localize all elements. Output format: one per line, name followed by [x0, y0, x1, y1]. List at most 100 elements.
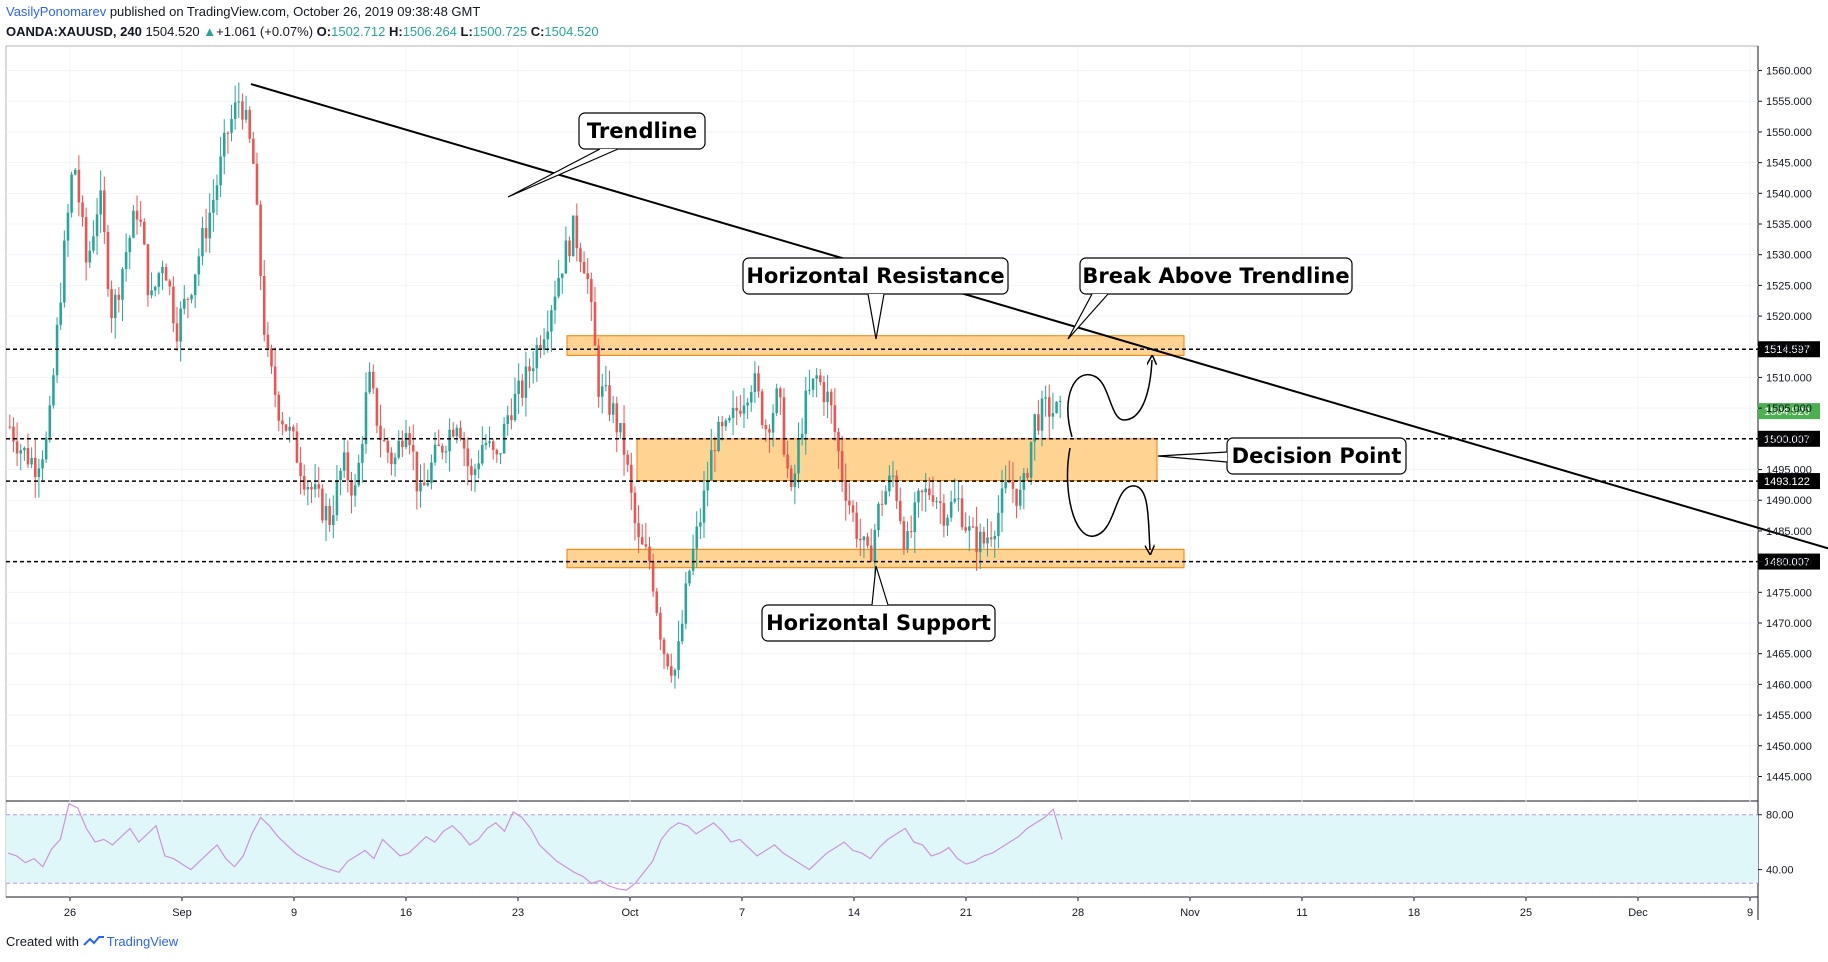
candle-body: [935, 501, 938, 503]
candle-body: [1015, 488, 1018, 506]
candle-body: [989, 537, 993, 540]
candle-body: [779, 388, 782, 398]
candle-body: [346, 452, 350, 481]
candle-body: [513, 393, 517, 421]
candle-body: [564, 240, 568, 274]
candle-body: [33, 457, 37, 478]
candle-body: [222, 132, 226, 157]
candle-body: [1037, 414, 1040, 431]
candle-body: [600, 386, 604, 397]
price-tick-label: 1450.000: [1766, 741, 1812, 753]
candle-body: [110, 289, 113, 319]
candle-body: [357, 462, 360, 486]
candle-body: [408, 433, 411, 446]
candle-body: [451, 429, 455, 437]
price-tick-label: 1535.000: [1766, 219, 1812, 231]
price-tick-label: 1460.000: [1766, 679, 1812, 691]
candle-body: [70, 174, 73, 213]
level-label-bg: [1758, 341, 1820, 358]
candle-body: [430, 462, 433, 483]
candle-body: [193, 274, 197, 296]
candle-body: [1055, 401, 1058, 414]
candle-body: [720, 421, 724, 427]
price-tick-label: 1455.000: [1766, 710, 1812, 722]
candle-body: [898, 500, 902, 522]
candle-body: [880, 503, 884, 505]
candle-body: [132, 210, 135, 238]
candle-body: [535, 344, 539, 369]
candle-body: [175, 323, 179, 342]
candle-body: [37, 468, 41, 478]
last-price-bg: [1758, 403, 1820, 420]
candle-body: [437, 444, 440, 447]
candle-body: [1058, 400, 1062, 402]
candle-body: [422, 482, 426, 486]
candle-body: [782, 397, 786, 455]
price-tick-label: 1480.000: [1766, 557, 1812, 569]
candle-body: [884, 491, 887, 505]
candle-body: [717, 421, 720, 451]
price-axis[interactable]: 1560.000 1555.000 1550.000 1545.000 1540.000…: [1758, 66, 1812, 784]
trendline-layer[interactable]: [250, 83, 1828, 582]
candle-body: [66, 212, 70, 241]
candle-body: [964, 527, 967, 531]
candle-body: [1018, 489, 1022, 506]
callout-tail: [507, 148, 619, 198]
author-link[interactable]: VasilyPonomarev: [6, 4, 107, 19]
level-label: 1480.007: [1764, 557, 1810, 569]
candle-body: [659, 612, 662, 640]
candle-body: [52, 375, 55, 406]
callout-box: [1079, 257, 1353, 295]
candle-body: [746, 402, 749, 406]
candle-body: [670, 666, 673, 676]
candle-body: [713, 450, 717, 452]
time-axis[interactable]: 26 Sep 9 16 23 Oct 7 14 21 28 Nov 11 18 25 Dec 9: [64, 897, 1753, 919]
price-tick-label: 1530.000: [1766, 250, 1812, 262]
candle-body: [859, 538, 862, 541]
candle-body: [510, 415, 513, 421]
candle-body: [332, 515, 335, 525]
candle-body: [804, 390, 808, 434]
time-tick-label: 14: [848, 907, 860, 919]
candle-body: [201, 228, 204, 257]
candle-body: [386, 440, 390, 453]
candle-body: [233, 102, 237, 119]
candle-body: [982, 531, 986, 544]
candle-body: [688, 570, 691, 584]
candle-body: [426, 482, 430, 486]
low-label: L:: [460, 24, 473, 39]
candle-body: [553, 296, 557, 311]
candle-body: [230, 118, 233, 133]
candle-body: [328, 505, 331, 525]
close-label: C:: [530, 24, 545, 39]
time-tick-label: 25: [1520, 907, 1532, 919]
candle-body: [557, 277, 560, 297]
candle-body: [197, 256, 201, 275]
candle-body: [441, 446, 444, 453]
candle-body: [819, 375, 822, 383]
tradingview-link[interactable]: TradingView: [106, 934, 179, 949]
candle-body: [815, 375, 818, 379]
candle-body: [633, 492, 637, 524]
candle-body: [255, 163, 259, 205]
candle-body: [840, 450, 844, 481]
symbol-label[interactable]: OANDA:XAUUSD, 240: [6, 24, 142, 39]
candle-body: [975, 526, 978, 553]
candle-body: [724, 420, 728, 427]
candle-body: [248, 109, 251, 139]
candle-body: [800, 433, 804, 440]
level-label: 1514.597: [1764, 344, 1810, 356]
open-value: 1502.712: [331, 24, 386, 39]
candle-body: [335, 480, 339, 516]
candle-body: [382, 439, 386, 441]
scenario-down-arrow: [1066, 447, 1150, 550]
callout-label: Break Above Trendline: [1082, 264, 1349, 288]
price-tick-label: 1550.000: [1766, 127, 1812, 139]
candle-body: [306, 486, 310, 490]
callout-box: [578, 112, 706, 150]
candle-body: [273, 366, 277, 395]
candle-body: [866, 536, 869, 546]
candle-body: [873, 530, 877, 562]
candle-body: [1000, 488, 1004, 513]
